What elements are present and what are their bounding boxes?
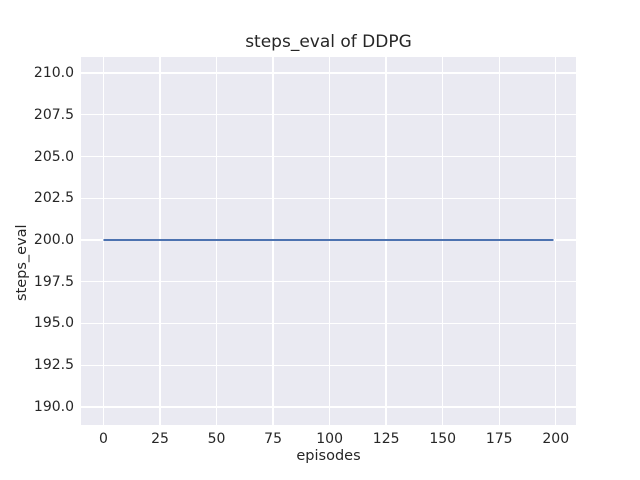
y-tick-label: 192.5 [33,357,74,374]
y-gridline [81,364,576,366]
x-tick-label: 150 [429,431,457,447]
x-tick-label: 200 [542,431,570,447]
x-gridline [498,57,500,425]
y-tick-label: 190.0 [33,398,74,415]
x-gridline [102,57,105,425]
y-tick-label: 202.5 [33,190,74,207]
x-gridline [385,57,387,425]
x-tick-label: 175 [485,431,513,447]
y-gridline [81,197,576,199]
x-tick-label: 0 [99,431,108,447]
y-tick-label: 195.0 [33,315,74,332]
chart-title: steps_eval of DDPG [245,32,412,52]
x-gridline [441,57,444,425]
y-gridline [81,281,576,283]
x-gridline [272,57,274,425]
plot-area [81,57,576,425]
x-gridline [555,57,557,425]
x-tick-label: 100 [316,431,343,447]
y-gridline [81,114,576,116]
y-gridline [81,72,576,74]
y-tick-label: 210.0 [33,65,74,82]
x-gridline [215,57,218,425]
y-gridline [81,322,576,325]
x-axis-label: episodes [296,448,361,464]
x-gridline [328,57,331,425]
x-tick-label: 50 [207,431,226,447]
x-gridline [159,57,161,425]
y-gridline [81,406,576,408]
y-tick-label: 197.5 [33,273,74,290]
y-gridline [81,155,576,158]
y-tick-label: 205.0 [33,148,74,165]
y-tick-label: 200.0 [33,231,74,248]
x-tick-label: 75 [264,431,282,447]
x-tick-label: 125 [372,431,400,447]
line-series-svg [103,238,554,241]
y-tick-label: 207.5 [33,106,74,123]
x-tick-label: 25 [151,431,169,447]
